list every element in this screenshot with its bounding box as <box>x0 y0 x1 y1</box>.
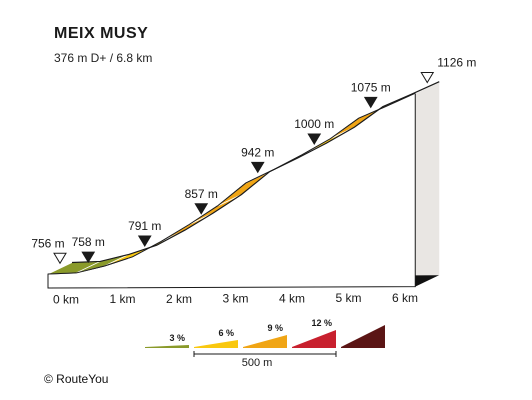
legend-label: 9 % <box>267 323 283 333</box>
legend-swatch <box>243 335 287 348</box>
chart-subtitle: 376 m D+ / 6.8 km <box>54 51 153 65</box>
marker-triangle <box>81 251 96 264</box>
legend-swatch <box>194 340 238 348</box>
legend-scale-label: 500 m <box>242 357 273 369</box>
elevation-label: 791 m <box>128 219 161 233</box>
marker-triangle <box>363 96 378 109</box>
x-tick-label: 6 km <box>392 291 418 305</box>
legend-label: 6 % <box>218 328 234 338</box>
x-tick-label: 3 km <box>222 292 248 306</box>
elevation-label: 942 m <box>241 145 274 159</box>
legend-swatch <box>292 330 336 348</box>
marker-triangle <box>250 161 265 174</box>
elevation-label: 1000 m <box>294 117 334 131</box>
marker-triangle <box>137 235 152 247</box>
x-tick-label: 0 km <box>53 292 79 306</box>
chart-title: MEIX MUSY <box>54 25 149 42</box>
marker-open-triangle <box>53 252 67 265</box>
x-tick-label: 5 km <box>335 291 361 305</box>
legend-swatch <box>341 325 385 348</box>
marker-triangle <box>307 133 322 145</box>
legend-label: 3 % <box>169 333 185 343</box>
elevation-label: 1126 m <box>437 55 476 69</box>
elevation-label: 758 m <box>72 235 105 249</box>
x-tick-label: 2 km <box>166 292 192 306</box>
profile-front-outline <box>47 92 416 275</box>
elevation-label: 1075 m <box>351 80 391 94</box>
elevation-label: 857 m <box>185 187 218 201</box>
copyright-text: © RouteYou <box>44 372 109 386</box>
legend-label: 12 % <box>311 318 332 328</box>
x-tick-label: 1 km <box>109 292 135 306</box>
marker-open-triangle <box>420 71 435 84</box>
marker-triangle <box>194 203 209 215</box>
x-tick-label: 4 km <box>279 291 305 305</box>
legend-swatch <box>145 345 189 348</box>
elevation-label: 756 m <box>31 236 64 250</box>
